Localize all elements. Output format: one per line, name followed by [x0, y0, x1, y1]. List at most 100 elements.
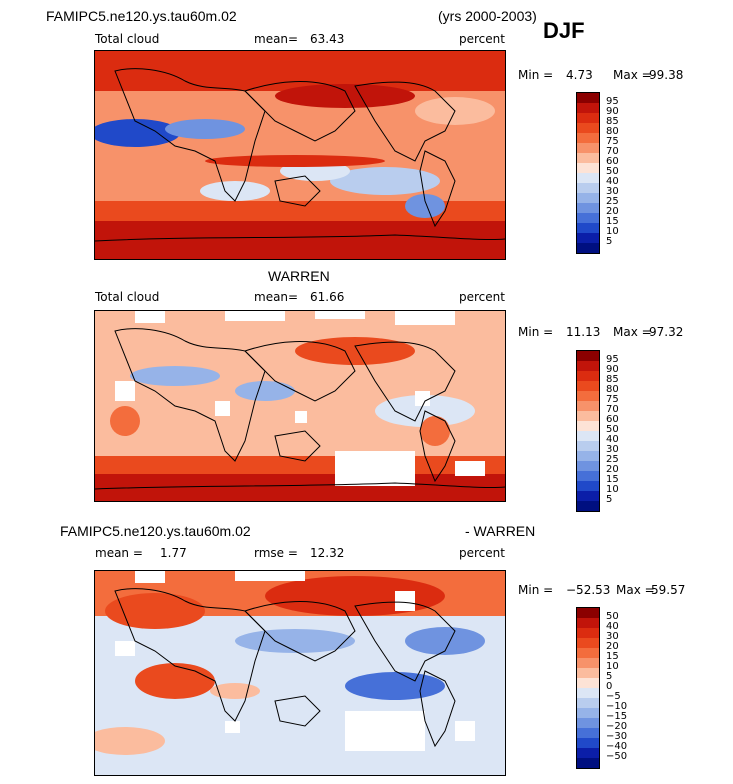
panel2-units: percent: [459, 290, 505, 304]
panel3-mean-label: mean =: [95, 546, 143, 560]
colorbar-swatch: [577, 748, 599, 758]
panel1-max-value: 99.38: [649, 68, 684, 82]
colorbar-swatch: [577, 471, 599, 481]
colorbar-swatch: [577, 421, 599, 431]
panel2-max-label: Max =: [613, 325, 652, 339]
case-name: FAMIPC5.ne120.ys.tau60m.02: [46, 8, 237, 24]
panel2-min-label: Min =: [518, 325, 554, 339]
panel3-rmse-label: rmse =: [254, 546, 298, 560]
colorbar-swatch: [577, 213, 599, 223]
colorbar-swatch: [577, 758, 599, 768]
panel3-rmse-value: 12.32: [310, 546, 345, 560]
colorbar-swatch: [577, 698, 599, 708]
colorbar-swatch: [577, 678, 599, 688]
colorbar-label: 90: [606, 106, 619, 117]
colorbar-label: 95: [606, 96, 619, 107]
colorbar-swatch: [577, 381, 599, 391]
panel3-min-value: −52.53: [566, 583, 611, 597]
colorbar-label: 20: [606, 641, 619, 652]
colorbar-label: 10: [606, 484, 619, 495]
panel2-mean-label: mean=: [254, 290, 299, 304]
colorbar-label: 10: [606, 661, 619, 672]
colorbar-label: 80: [606, 384, 619, 395]
colorbar-swatch: [577, 193, 599, 203]
panel3-min-label: Min =: [518, 583, 554, 597]
colorbar-swatches: [576, 607, 600, 769]
years-label: (yrs 2000-2003): [438, 8, 537, 24]
colorbar-swatch: [577, 223, 599, 233]
colorbar-swatch: [577, 243, 599, 253]
colorbar-label: 50: [606, 166, 619, 177]
colorbar-label: 40: [606, 176, 619, 187]
colorbar-swatch: [577, 708, 599, 718]
colorbar-swatch: [577, 113, 599, 123]
colorbar-label: 0: [606, 681, 613, 692]
colorbar-swatch: [577, 628, 599, 638]
panel3-title-right: - WARREN: [465, 523, 536, 539]
colorbar-label: 15: [606, 216, 619, 227]
colorbar-label: −30: [606, 731, 628, 742]
colorbar-swatch: [577, 371, 599, 381]
colorbar-label: 20: [606, 206, 619, 217]
colorbar-swatch: [577, 401, 599, 411]
panel2-min-value: 11.13: [566, 325, 601, 339]
colorbar-swatch: [577, 461, 599, 471]
colorbar-swatch: [577, 431, 599, 441]
colorbar-label: 50: [606, 611, 619, 622]
colorbar-swatch: [577, 441, 599, 451]
panel3-map: [94, 570, 506, 776]
colorbar-swatch: [577, 608, 599, 618]
colorbar-label: 40: [606, 434, 619, 445]
panel1-mean-label: mean=: [254, 32, 299, 46]
colorbar-label: 75: [606, 136, 619, 147]
panel3-max-value: 59.57: [651, 583, 686, 597]
colorbar-swatch: [577, 648, 599, 658]
colorbar-label: 40: [606, 621, 619, 632]
colorbar-label: 70: [606, 146, 619, 157]
colorbar-swatch: [577, 361, 599, 371]
colorbar-swatch: [577, 391, 599, 401]
colorbar-label: 30: [606, 631, 619, 642]
panel1-min-label: Min =: [518, 68, 554, 82]
colorbar-swatch: [577, 668, 599, 678]
colorbar-swatch: [577, 618, 599, 628]
colorbar-swatch: [577, 688, 599, 698]
colorbar-swatch: [577, 133, 599, 143]
colorbar-label: 85: [606, 116, 619, 127]
panel1-map: [94, 50, 506, 260]
panel1-mean-value: 63.43: [310, 32, 345, 46]
colorbar-label: 80: [606, 126, 619, 137]
panel1-units: percent: [459, 32, 505, 46]
colorbar-swatch: [577, 173, 599, 183]
colorbar-label: 50: [606, 424, 619, 435]
colorbar-label: 95: [606, 354, 619, 365]
colorbar-label: 30: [606, 186, 619, 197]
colorbar-label: 30: [606, 444, 619, 455]
colorbar-label: −50: [606, 751, 628, 762]
colorbar-swatch: [577, 728, 599, 738]
panel2-title: WARREN: [268, 268, 330, 284]
panel2-map: [94, 310, 506, 502]
colorbar-label: 85: [606, 374, 619, 385]
colorbar-swatch: [577, 738, 599, 748]
colorbar-swatches: [576, 350, 600, 512]
colorbar-label: −10: [606, 701, 628, 712]
colorbar-label: −20: [606, 721, 628, 732]
colorbar-label: 25: [606, 454, 619, 465]
colorbar-swatch: [577, 351, 599, 361]
colorbar-swatch: [577, 451, 599, 461]
colorbar-label: −5: [606, 691, 621, 702]
colorbar-swatch: [577, 163, 599, 173]
colorbar-label: 5: [606, 494, 613, 505]
colorbar-swatch: [577, 233, 599, 243]
colorbar-swatch: [577, 123, 599, 133]
colorbar-swatch: [577, 481, 599, 491]
colorbar-label: 20: [606, 464, 619, 475]
colorbar-swatch: [577, 638, 599, 648]
colorbar-swatch: [577, 501, 599, 511]
colorbar-swatch: [577, 153, 599, 163]
colorbar-swatch: [577, 103, 599, 113]
colorbar-swatches: [576, 92, 600, 254]
panel3-mean-value: 1.77: [160, 546, 187, 560]
panel1-variable: Total cloud: [95, 32, 160, 46]
